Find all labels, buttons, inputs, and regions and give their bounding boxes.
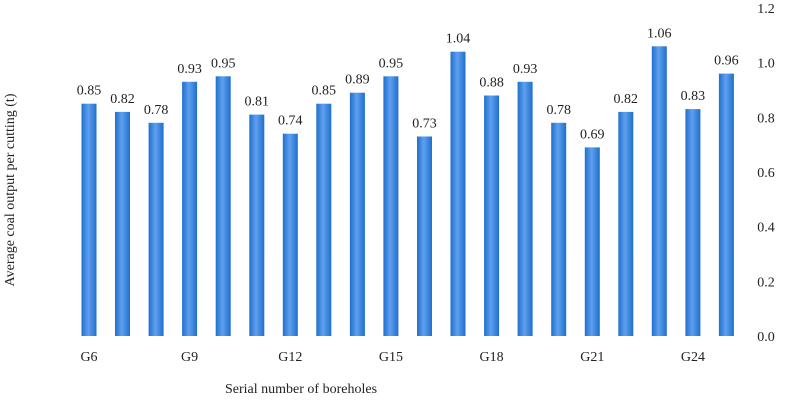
data-label-g16: 0.73 [412,117,437,132]
y-tick-0-6: 0.6 [757,166,775,181]
data-label-g6: 0.85 [77,84,102,99]
data-label-g25: 0.96 [714,54,739,69]
x-tick-g15: G15 [379,350,403,365]
y-axis-title: Average coal output per cutting (t) [3,93,18,286]
bar-g23 [651,46,667,337]
bar-g12 [282,133,298,336]
bar-g17 [450,51,466,336]
bar-g19 [517,81,533,336]
bar-g13 [316,103,332,336]
bar-g10 [215,76,231,337]
bars-group [81,46,734,337]
data-label-g22: 0.82 [614,92,639,107]
data-label-g9: 0.93 [177,62,202,77]
bar-g6 [81,103,97,336]
data-label-g18: 0.88 [479,76,504,91]
bar-g7 [115,111,130,337]
bar-g9 [182,81,198,336]
data-label-g14: 0.89 [345,73,370,88]
y-tick-labels: 0.0 0.2 0.4 0.6 0.8 1.0 1.2 [757,2,775,345]
data-label-g7: 0.82 [110,92,135,107]
data-label-g19: 0.93 [513,62,538,77]
bar-g25 [718,73,734,336]
bar-g14 [349,92,365,336]
bar-g22 [618,111,634,337]
x-tick-g6: G6 [80,350,97,365]
bar-g20 [551,122,567,336]
data-labels-group: 0.85 0.82 0.78 0.93 0.95 0.81 0.74 0.85 0.89 0.95… [77,26,739,142]
data-label-g23: 1.06 [647,26,672,41]
bar-g11 [249,114,265,336]
bar-g24 [685,109,701,336]
data-label-g11: 0.81 [245,95,270,110]
x-tick-g18: G18 [480,350,504,365]
bar-g15 [383,76,399,337]
x-tick-g9: G9 [181,350,198,365]
data-label-g8: 0.78 [144,103,169,118]
data-label-g12: 0.74 [278,114,303,129]
bar-g8 [148,122,164,336]
data-label-g10: 0.95 [211,56,236,71]
y-tick-0-8: 0.8 [757,111,775,126]
x-tick-g24: G24 [681,350,705,365]
data-label-g20: 0.78 [546,103,571,118]
bar-g18 [484,95,500,336]
data-label-g21: 0.69 [580,127,605,142]
data-label-g17: 1.04 [446,32,471,47]
y-tick-0-2: 0.2 [757,275,775,290]
x-tick-g21: G21 [580,350,604,365]
x-axis-title: Serial number of boreholes [225,382,377,397]
y-tick-1-2: 1.2 [757,2,775,17]
bar-g21 [584,147,600,336]
x-tick-labels: G6 G9 G12 G15 G18 G21 G24 [80,350,705,365]
bar-g16 [417,136,432,336]
y-tick-1-0: 1.0 [757,57,775,72]
data-label-g13: 0.85 [312,84,337,99]
y-tick-0-0: 0.0 [757,330,775,345]
data-label-g15: 0.95 [379,56,404,71]
y-tick-0-4: 0.4 [757,221,775,236]
x-tick-g12: G12 [278,350,302,365]
data-label-g24: 0.83 [681,89,706,104]
